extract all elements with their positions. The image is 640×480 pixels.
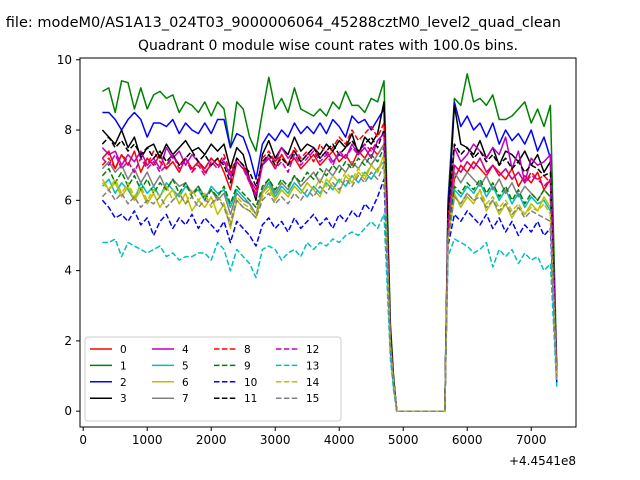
legend-label: 15 (306, 393, 319, 405)
x-tick-label: 2000 (196, 433, 227, 447)
y-tick-label: 6 (64, 193, 72, 207)
legend-label: 7 (182, 393, 189, 405)
series-14-line (101, 157, 558, 412)
series-2-line (102, 101, 558, 412)
series-13-line (102, 213, 558, 412)
legend-label: 13 (306, 360, 319, 372)
legend-label: 12 (306, 344, 319, 356)
x-offset-label: +4.4541e8 (509, 454, 576, 468)
legend-label: 14 (306, 377, 320, 389)
series-6-line (101, 153, 558, 412)
x-tick-label: 3000 (260, 433, 291, 447)
legend-label: 8 (244, 344, 251, 356)
legend-label: 3 (120, 393, 127, 405)
series-layer (101, 73, 558, 412)
legend-label: 5 (182, 360, 189, 372)
x-tick-label: 6000 (452, 433, 483, 447)
legend-label: 2 (120, 377, 127, 389)
legend-label: 10 (244, 377, 257, 389)
series-1-line (102, 73, 558, 412)
y-tick-label: 0 (64, 404, 72, 418)
series-4-line (101, 132, 558, 412)
legend-box (84, 336, 342, 422)
series-15-line (101, 164, 558, 412)
legend-label: 9 (244, 360, 251, 372)
legend-label: 4 (182, 344, 189, 356)
window-title: n file: modeM0/AS1A13_024T03_9000006064_… (0, 15, 561, 31)
x-tick-label: 5000 (388, 433, 419, 447)
y-tick-label: 10 (57, 53, 72, 67)
x-tick-label: 1000 (132, 433, 163, 447)
legend-label: 11 (244, 393, 257, 405)
chart-title: Quadrant 0 module wise count rates with … (138, 38, 518, 54)
y-tick-label: 4 (64, 264, 72, 278)
x-tick-label: 0 (79, 433, 87, 447)
series-9-line (101, 146, 558, 412)
series-12-line (101, 132, 558, 412)
plot-frame (79, 57, 577, 428)
legend-label: 1 (120, 360, 127, 372)
legend-label: 6 (182, 377, 189, 389)
y-tick-label: 2 (64, 334, 72, 348)
y-tick-label: 8 (64, 123, 72, 137)
series-8-line (101, 122, 558, 412)
series-7-line (101, 143, 558, 412)
series-3-line (101, 101, 558, 412)
x-tick-label: 7000 (516, 433, 547, 447)
legend-label: 0 (120, 344, 127, 356)
x-tick-label: 4000 (324, 433, 355, 447)
